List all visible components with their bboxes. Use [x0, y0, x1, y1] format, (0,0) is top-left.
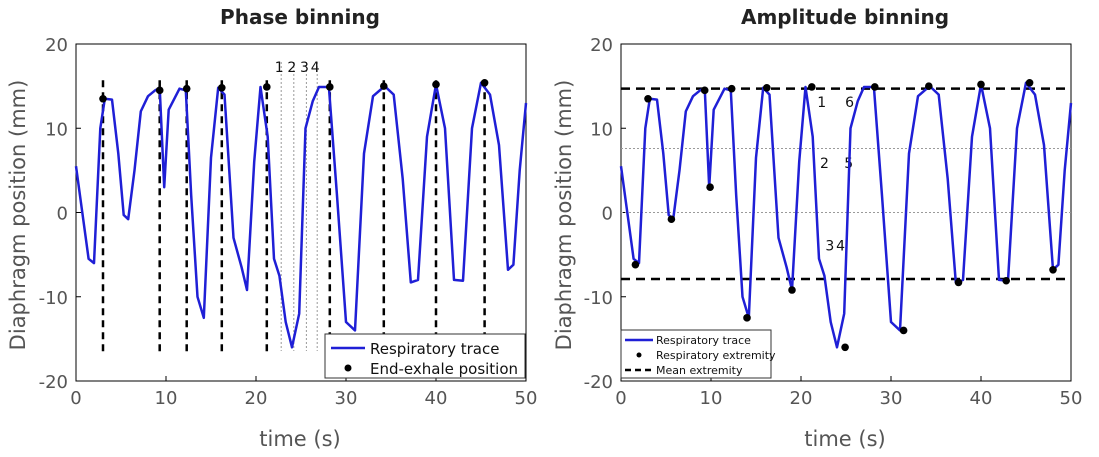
phase-bin-label: 2: [287, 60, 296, 76]
phase-bin-label: 3: [300, 60, 309, 76]
end-exhale-point: [155, 86, 164, 95]
right-chart-title: Amplitude binning: [741, 5, 949, 29]
respiratory-extremity-point: [667, 215, 676, 224]
left-legend-exhale-label: End-exhale position: [370, 360, 518, 378]
right-x-tick-label: 40: [970, 388, 993, 409]
left-chart-title: Phase binning: [220, 5, 380, 29]
left-respiratory-trace: [74, 81, 528, 349]
left-legend: Respiratory trace End-exhale position: [324, 333, 526, 379]
respiratory-extremity-point: [700, 86, 709, 95]
respiratory-extremity-point: [841, 343, 849, 352]
right-legend: Respiratory trace Respiratory extremity …: [620, 329, 776, 379]
right-y-tick-label: 20: [590, 35, 613, 56]
respiratory-extremity-point: [1049, 265, 1057, 274]
respiratory-extremity-point: [727, 84, 736, 93]
end-exhale-point: [218, 84, 226, 92]
right-x-tick-label: 10: [700, 388, 723, 409]
left-x-tick-label: 50: [515, 388, 538, 409]
left-x-tick-label: 10: [155, 388, 178, 409]
left-y-tick-label: -20: [39, 372, 68, 393]
right-respiratory-trace: [619, 81, 1073, 349]
right-plot-area: 1 62 53 4: [619, 43, 1073, 382]
respiratory-extremity-point: [631, 260, 640, 269]
amplitude-bin-label: 2: [820, 156, 829, 172]
phase-bin-label: 4: [311, 60, 320, 76]
end-exhale-point: [326, 83, 334, 91]
end-exhale-point: [380, 82, 388, 90]
right-legend-trace-label: Respiratory trace: [656, 334, 751, 347]
right-panel: Amplitude binning Diaphragm position (mm…: [552, 5, 1082, 451]
left-legend-trace-label: Respiratory trace: [370, 340, 499, 358]
respiratory-extremity-point: [977, 80, 985, 89]
right-x-tick-label: 30: [880, 388, 903, 409]
left-x-tick-label: 0: [70, 388, 81, 409]
left-panel: Phase binning Diaphragm position (mm) ti…: [6, 5, 537, 451]
respiratory-extremity-point: [871, 83, 879, 91]
left-y-axis-label: Diaphragm position (mm): [6, 80, 30, 351]
amplitude-bin-label: 3: [825, 238, 834, 254]
respiratory-extremity-point: [1002, 276, 1010, 285]
end-exhale-point: [480, 78, 489, 87]
end-exhale-point: [99, 94, 107, 103]
respiratory-extremity-point: [808, 83, 816, 91]
right-legend-mean-label: Mean extremity: [656, 364, 743, 377]
amplitude-bin-label: 1: [817, 95, 826, 111]
right-legend-extremity-label: Respiratory extremity: [656, 349, 776, 362]
left-y-tick-label: 0: [57, 204, 68, 225]
amplitude-bin-label: 4: [836, 238, 845, 254]
left-y-tick-label: -10: [39, 288, 68, 309]
right-y-axis-label: Diaphragm position (mm): [552, 80, 576, 351]
right-x-tick-label: 50: [1060, 388, 1083, 409]
left-legend-box: [324, 333, 526, 379]
right-y-tick-label: -10: [584, 288, 613, 309]
right-x-tick-label: 0: [615, 388, 626, 409]
left-y-tick-label: 20: [45, 35, 68, 56]
left-x-tick-label: 30: [335, 388, 358, 409]
phase-bin-label: 1: [275, 60, 284, 76]
end-exhale-point: [182, 84, 191, 93]
respiratory-extremity-point: [706, 183, 714, 192]
respiratory-extremity-point: [954, 278, 963, 287]
respiratory-extremity-point: [644, 94, 652, 103]
left-y-tick-label: 10: [45, 119, 68, 140]
respiratory-extremity-point: [1025, 78, 1034, 87]
respiratory-extremity-point: [788, 286, 796, 294]
right-x-tick-label: 20: [790, 388, 813, 409]
right-y-tick-label: 0: [602, 204, 613, 225]
left-x-tick-label: 20: [245, 388, 268, 409]
right-legend-dot-swatch: [636, 352, 642, 358]
left-x-tick-label: 40: [425, 388, 448, 409]
respiratory-extremity-point: [743, 314, 751, 322]
left-x-axis-label: time (s): [259, 427, 340, 451]
respiratory-extremity-point: [925, 82, 933, 90]
respiratory-extremity-point: [899, 326, 908, 335]
end-exhale-point: [263, 83, 271, 91]
right-y-tick-label: -20: [584, 372, 613, 393]
right-tick-labels: 0 10 20 30 40 50 20 10 0 -10 -20: [584, 35, 1083, 409]
left-tick-labels: 0 10 20 30 40 50 20 10 0 -10 -20: [39, 35, 538, 409]
left-axes-frame: [75, 43, 527, 382]
amplitude-bin-label: 6: [845, 95, 854, 111]
right-x-axis-label: time (s): [804, 427, 885, 451]
end-exhale-point: [432, 80, 440, 89]
respiratory-extremity-point: [763, 84, 771, 92]
right-y-tick-label: 10: [590, 119, 613, 140]
left-legend-dot-swatch: [344, 364, 352, 372]
